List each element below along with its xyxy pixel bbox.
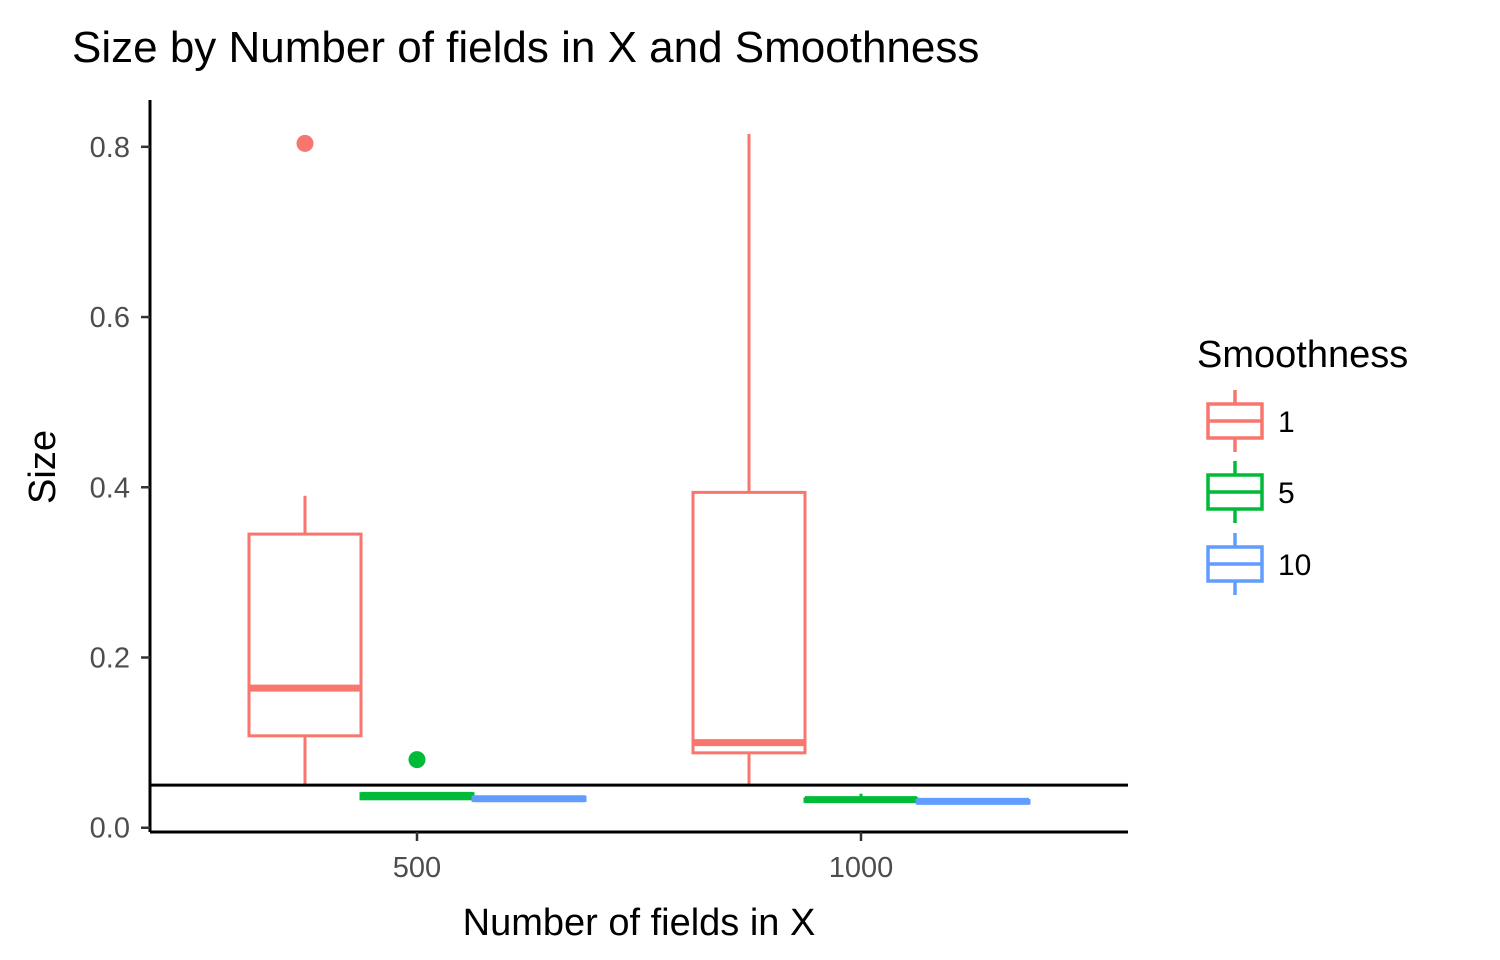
legend-label: 10 (1278, 549, 1311, 582)
box-iqr (247, 532, 363, 738)
outlier-point (296, 134, 314, 152)
y-tick-label: 0.0 (90, 813, 130, 845)
axes: 0.0 0.2 0.4 0.6 0.8 500 1000 (90, 100, 1128, 884)
legend-item-1: 1 (1206, 390, 1295, 452)
box-1-500 (247, 134, 363, 786)
box-1-1000 (691, 134, 807, 786)
chart-title: Size by Number of fields in X and Smooth… (72, 23, 979, 72)
legend-label: 1 (1278, 406, 1295, 439)
x-tick-label: 1000 (829, 852, 894, 884)
x-axis-title: Number of fields in X (463, 902, 816, 944)
legend-item-5: 5 (1206, 461, 1295, 523)
box-5-1000 (803, 793, 919, 804)
y-tick-label: 0.6 (90, 302, 130, 334)
plot-area (247, 134, 1031, 805)
box-10-500 (471, 795, 587, 803)
box-5-500 (359, 751, 475, 801)
box-iqr (691, 490, 807, 755)
legend-item-10: 10 (1206, 533, 1311, 595)
legend: Smoothness 1 5 10 (1197, 334, 1408, 595)
legend-title: Smoothness (1197, 334, 1408, 376)
box-10-1000 (915, 797, 1031, 805)
y-tick-label: 0.4 (90, 472, 130, 504)
y-tick-label: 0.2 (90, 643, 130, 675)
x-tick-label: 500 (393, 852, 441, 884)
y-axis-title: Size (22, 430, 64, 504)
y-tick-label: 0.8 (90, 132, 130, 164)
outlier-point (408, 751, 426, 769)
legend-label: 5 (1278, 477, 1295, 510)
